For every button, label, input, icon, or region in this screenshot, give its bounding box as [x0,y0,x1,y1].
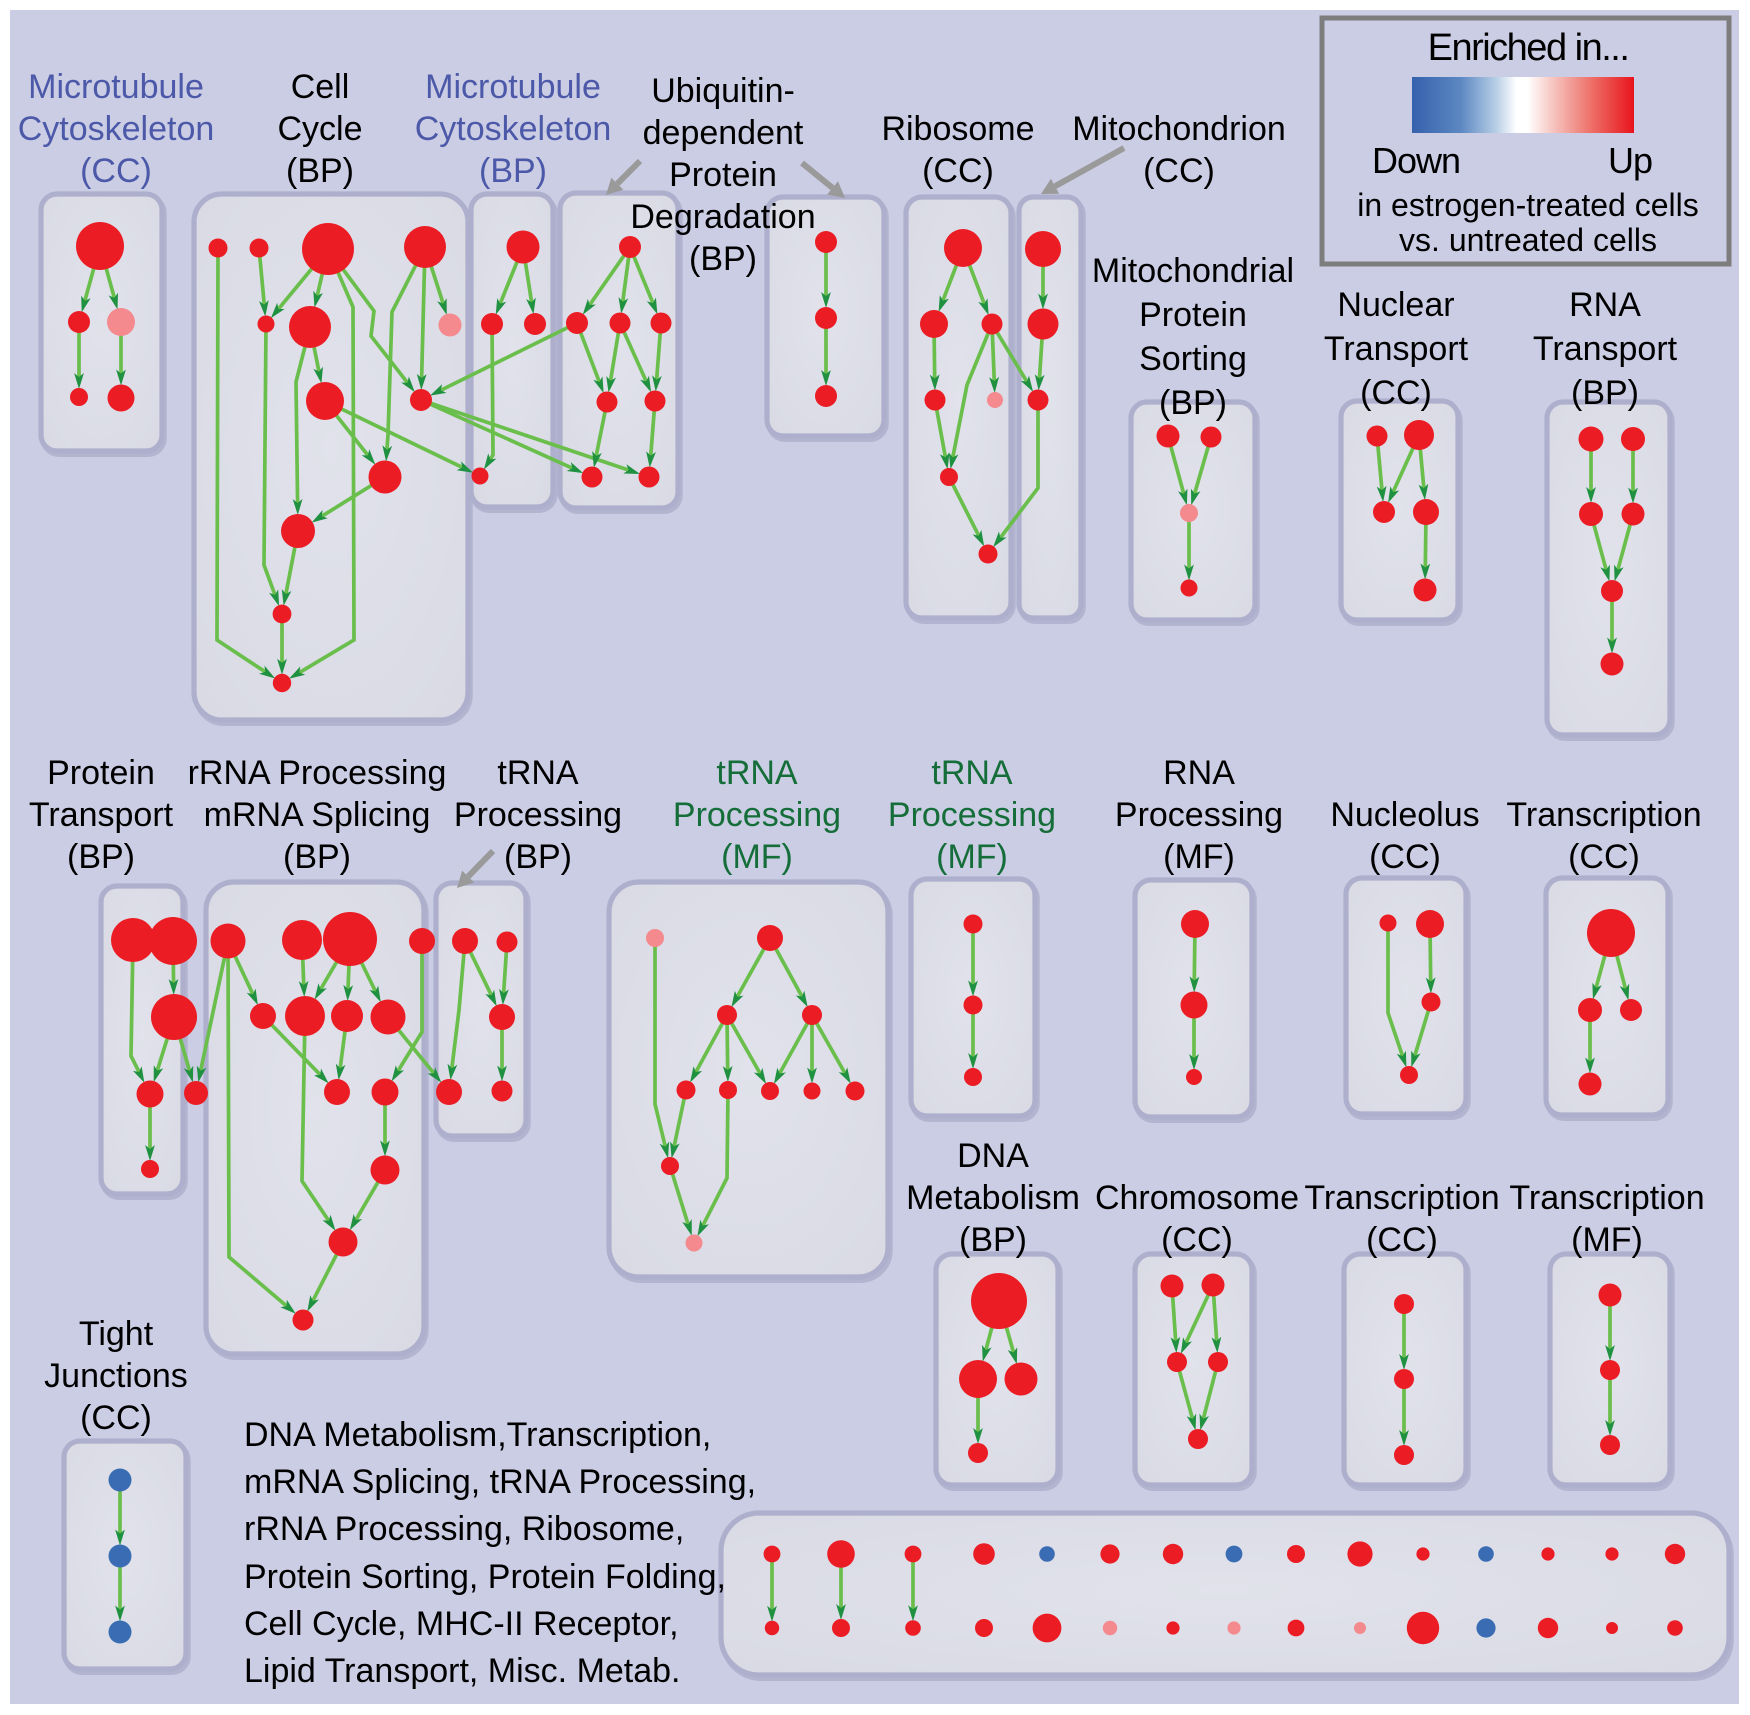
svg-text:Mitochondrion: Mitochondrion [1072,110,1286,148]
svg-text:Transport: Transport [1324,330,1469,368]
svg-text:(MF): (MF) [1163,838,1235,876]
svg-text:Processing: Processing [454,796,622,834]
svg-text:tRNA: tRNA [931,754,1013,792]
svg-text:Protein: Protein [669,156,777,194]
svg-text:(CC): (CC) [80,152,152,190]
svg-text:Sorting: Sorting [1139,340,1247,378]
svg-text:dependent: dependent [643,114,804,152]
svg-text:(MF): (MF) [1571,1221,1643,1259]
svg-text:rRNA Processing: rRNA Processing [188,754,447,792]
svg-text:Cell Cycle, MHC-II Receptor,: Cell Cycle, MHC-II Receptor, [244,1605,679,1643]
svg-text:Protein: Protein [47,754,155,792]
svg-text:RNA: RNA [1163,754,1235,792]
svg-text:DNA Metabolism,Transcription,: DNA Metabolism,Transcription, [244,1416,711,1454]
svg-text:Nucleolus: Nucleolus [1330,796,1479,834]
svg-text:in estrogen-treated cells: in estrogen-treated cells [1357,187,1699,223]
svg-text:(BP): (BP) [283,838,351,876]
svg-text:Junctions: Junctions [44,1357,188,1395]
svg-text:Tight: Tight [79,1315,154,1353]
svg-text:Lipid Transport, Misc. Metab.: Lipid Transport, Misc. Metab. [244,1652,681,1690]
svg-text:(BP): (BP) [504,838,572,876]
svg-text:(CC): (CC) [1360,374,1432,412]
svg-text:Metabolism: Metabolism [906,1179,1080,1217]
svg-text:Transport: Transport [29,796,174,834]
svg-text:(BP): (BP) [1159,384,1227,422]
svg-text:(MF): (MF) [936,838,1008,876]
svg-text:(BP): (BP) [286,152,354,190]
svg-text:Cycle: Cycle [277,110,362,148]
svg-text:mRNA Splicing, tRNA Processing: mRNA Splicing, tRNA Processing, [244,1463,756,1501]
svg-text:mRNA Splicing: mRNA Splicing [204,796,431,834]
svg-text:(BP): (BP) [67,838,135,876]
svg-text:(CC): (CC) [1568,838,1640,876]
svg-text:Protein: Protein [1139,296,1247,334]
svg-text:Cell: Cell [291,68,350,106]
svg-text:(CC): (CC) [1369,838,1441,876]
svg-text:Transcription: Transcription [1304,1179,1499,1217]
svg-text:Ubiquitin-: Ubiquitin- [651,72,795,110]
svg-text:tRNA: tRNA [497,754,579,792]
svg-text:Microtubule: Microtubule [28,68,204,106]
svg-text:rRNA Processing, Ribosome,: rRNA Processing, Ribosome, [244,1510,684,1548]
svg-text:RNA: RNA [1569,286,1641,324]
svg-text:(CC): (CC) [80,1399,152,1437]
svg-text:Enriched in...: Enriched in... [1428,27,1629,69]
svg-text:Protein Sorting, Protein Foldi: Protein Sorting, Protein Folding, [244,1558,726,1596]
svg-text:Chromosome: Chromosome [1095,1179,1299,1217]
svg-text:(CC): (CC) [1143,152,1215,190]
svg-text:Degradation: Degradation [630,198,815,236]
svg-text:Mitochondrial: Mitochondrial [1092,252,1294,290]
svg-text:Processing: Processing [1115,796,1283,834]
svg-text:(CC): (CC) [922,152,994,190]
svg-text:Cytoskeleton: Cytoskeleton [18,110,215,148]
svg-text:(CC): (CC) [1366,1221,1438,1259]
svg-text:Transport: Transport [1533,330,1678,368]
svg-text:(CC): (CC) [1161,1221,1233,1259]
svg-text:vs. untreated cells: vs. untreated cells [1399,222,1657,258]
svg-text:Down: Down [1372,140,1460,181]
svg-text:Processing: Processing [673,796,841,834]
svg-text:Ribosome: Ribosome [881,110,1034,148]
svg-text:tRNA: tRNA [716,754,798,792]
svg-text:DNA: DNA [957,1137,1029,1175]
svg-text:Up: Up [1608,140,1652,181]
svg-text:(BP): (BP) [689,240,757,278]
svg-text:Microtubule: Microtubule [425,68,601,106]
svg-text:Transcription: Transcription [1506,796,1701,834]
svg-text:(BP): (BP) [1571,374,1639,412]
svg-text:Transcription: Transcription [1509,1179,1704,1217]
svg-text:(BP): (BP) [479,152,547,190]
svg-text:(BP): (BP) [959,1221,1027,1259]
svg-text:Processing: Processing [888,796,1056,834]
svg-text:(MF): (MF) [721,838,793,876]
svg-text:Nuclear: Nuclear [1337,286,1454,324]
svg-text:Cytoskeleton: Cytoskeleton [415,110,612,148]
